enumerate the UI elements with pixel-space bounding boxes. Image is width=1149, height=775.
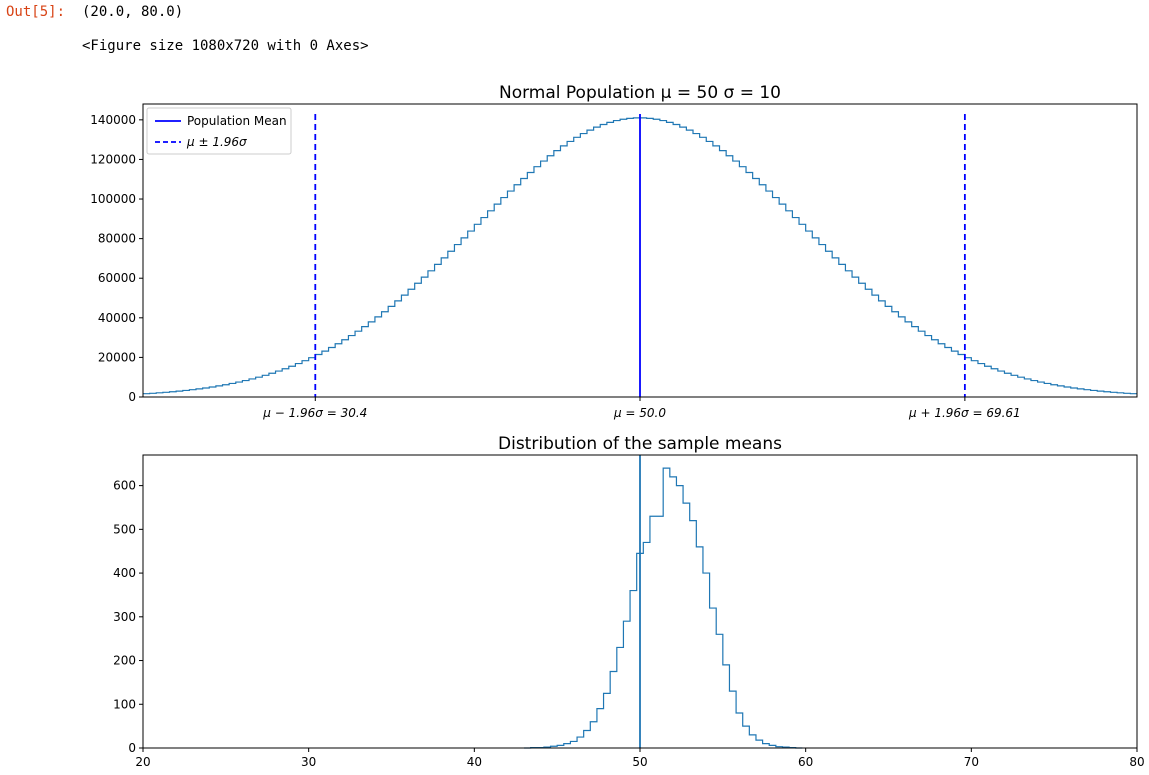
sample-means-chart-title: Distribution of the sample means [498,434,782,454]
output-value: (20.0, 80.0) [82,4,184,20]
xtick-label: μ − 1.96σ = 30.4 [262,406,367,420]
ytick-label: 20000 [98,350,136,364]
ytick-label: 400 [113,566,136,580]
xtick-label: 80 [1129,755,1144,769]
ytick-label: 0 [128,390,136,404]
legend-entry-ci: μ ± 1.96σ [186,135,247,149]
xtick-label: 40 [467,755,482,769]
xtick-label: μ = 50.0 [613,406,666,420]
output-prompt: Out[5]: [6,4,66,20]
ytick-label: 120000 [90,152,136,166]
sample-means-histogram [524,467,803,749]
ytick-label: 40000 [98,311,136,325]
sample-means-step-line [524,467,803,749]
ytick-label: 80000 [98,232,136,246]
sample-means-chart: Distribution of the sample means 0 100 200… [113,434,1145,769]
ytick-label: 200 [113,654,136,668]
ytick-label: 0 [128,741,136,755]
ytick-label: 140000 [90,113,136,127]
legend-entry-mean: Population Mean [187,114,287,128]
ytick-label: 60000 [98,271,136,285]
xtick-label: 70 [964,755,979,769]
ytick-label: 300 [113,610,136,624]
population-legend: Population Mean μ ± 1.96σ [146,107,292,155]
sample-means-yticks: 0 100 200 300 400 500 600 [113,479,143,755]
sample-means-xticks: 20 30 40 50 60 70 80 [135,748,1145,769]
ytick-label: 500 [113,522,136,536]
ytick-label: 100000 [90,192,136,206]
population-yticks: 0 20000 40000 60000 80000 100000 120000 140000 [90,113,143,404]
population-xticks: μ − 1.96σ = 30.4 μ = 50.0 μ + 1.96σ = 69.6… [262,397,1021,420]
legend-box [146,107,292,155]
xtick-label: 20 [135,755,150,769]
xtick-label: 60 [798,755,813,769]
population-chart: Normal Population μ = 50 σ = 10 0 20000 40… [90,83,1138,420]
figure-size-text: <Figure size 1080x720 with 0 Axes> [82,38,369,54]
xtick-label: 30 [301,755,316,769]
xtick-label: 50 [632,755,647,769]
population-chart-title: Normal Population μ = 50 σ = 10 [499,83,781,103]
ytick-label: 100 [113,697,136,711]
population-vlines [314,114,966,397]
xtick-label: μ + 1.96σ = 69.61 [908,406,1021,420]
ytick-label: 600 [113,479,136,493]
